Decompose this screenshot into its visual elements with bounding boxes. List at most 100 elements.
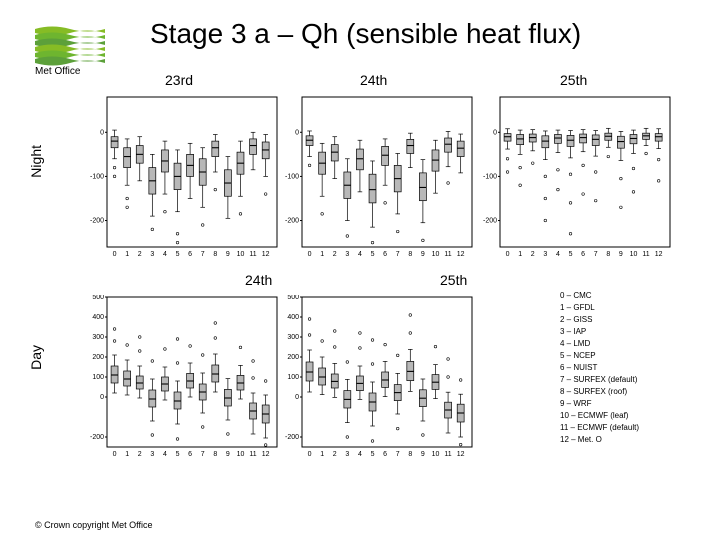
page-title: Stage 3 a – Qh (sensible heat flux) [150,18,581,50]
svg-text:7: 7 [201,251,205,258]
svg-text:-100: -100 [483,173,497,180]
svg-text:0: 0 [493,129,497,136]
svg-text:-200: -200 [483,218,497,225]
svg-text:6: 6 [188,451,192,458]
legend-item: 10 – ECMWF (leaf) [560,410,639,422]
svg-text:500: 500 [287,295,299,301]
svg-text:10: 10 [237,451,245,458]
svg-text:9: 9 [421,251,425,258]
svg-text:10: 10 [630,251,638,258]
svg-text:5: 5 [371,451,375,458]
svg-text:0: 0 [100,129,104,136]
legend-item: 4 – LMD [560,338,639,350]
svg-text:2: 2 [138,451,142,458]
svg-text:8: 8 [213,251,217,258]
svg-text:4: 4 [358,251,362,258]
svg-text:10: 10 [432,251,440,258]
svg-text:8: 8 [408,451,412,458]
col-label-1: 24th [360,72,387,88]
svg-text:12: 12 [262,451,270,458]
legend-item: 7 – SURFEX (default) [560,374,639,386]
svg-text:6: 6 [383,451,387,458]
svg-text:400: 400 [92,314,104,321]
chart-night-2: -200-10000123456789101112 [478,95,673,264]
svg-text:100: 100 [287,374,299,381]
svg-text:6: 6 [581,251,585,258]
svg-text:11: 11 [249,251,256,258]
svg-text:9: 9 [619,251,623,258]
svg-text:3: 3 [150,451,154,458]
svg-text:300: 300 [287,334,299,341]
col-label-2: 25th [560,72,587,88]
svg-text:8: 8 [606,251,610,258]
svg-text:2: 2 [333,251,337,258]
svg-text:10: 10 [432,451,440,458]
svg-text:11: 11 [249,451,256,458]
svg-text:2: 2 [138,251,142,258]
legend-item: 8 – SURFEX (roof) [560,386,639,398]
svg-text:3: 3 [543,251,547,258]
chart-night-0: -200-10000123456789101112 [85,95,280,264]
svg-text:0: 0 [113,451,117,458]
svg-text:4: 4 [163,451,167,458]
svg-text:8: 8 [408,251,412,258]
svg-text:9: 9 [421,451,425,458]
row-label-night: Night [28,145,44,178]
svg-text:5: 5 [371,251,375,258]
svg-text:-100: -100 [285,173,299,180]
svg-text:12: 12 [457,451,465,458]
svg-text:5: 5 [176,251,180,258]
legend-item: 3 – IAP [560,326,639,338]
svg-text:3: 3 [345,451,349,458]
svg-text:12: 12 [457,251,465,258]
copyright: © Crown copyright Met Office [35,520,153,530]
svg-text:200: 200 [92,354,104,361]
svg-text:0: 0 [308,451,312,458]
legend-item: 0 – CMC [560,290,639,302]
svg-text:1: 1 [320,451,324,458]
legend-item: 6 – NUIST [560,362,639,374]
svg-text:300: 300 [92,334,104,341]
svg-text:-200: -200 [90,434,104,441]
svg-text:7: 7 [396,451,400,458]
day-col-label-0: 24th [245,272,272,288]
svg-text:6: 6 [188,251,192,258]
svg-text:-100: -100 [90,173,104,180]
svg-text:-200: -200 [90,218,104,225]
svg-text:3: 3 [150,251,154,258]
legend-item: 12 – Met. O [560,434,639,446]
svg-text:0: 0 [295,394,299,401]
row-label-day: Day [28,345,44,370]
svg-text:0: 0 [100,394,104,401]
chart-day-0: -20001002003004005000123456789101112 [85,295,280,464]
svg-text:11: 11 [444,451,451,458]
svg-text:100: 100 [92,374,104,381]
legend-item: 11 – ECMWF (default) [560,422,639,434]
svg-text:1: 1 [320,251,324,258]
svg-text:7: 7 [201,451,205,458]
svg-text:12: 12 [262,251,270,258]
svg-text:0: 0 [308,251,312,258]
svg-text:400: 400 [287,314,299,321]
svg-text:2: 2 [531,251,535,258]
svg-text:1: 1 [518,251,522,258]
svg-text:5: 5 [569,251,573,258]
svg-text:5: 5 [176,451,180,458]
model-legend: 0 – CMC1 – GFDL2 – GISS3 – IAP4 – LMD5 –… [560,290,639,446]
svg-text:1: 1 [125,451,129,458]
svg-text:-200: -200 [285,218,299,225]
svg-text:4: 4 [358,451,362,458]
legend-item: 2 – GISS [560,314,639,326]
svg-text:11: 11 [444,251,451,258]
svg-text:11: 11 [642,251,649,258]
svg-text:0: 0 [295,129,299,136]
svg-text:0: 0 [113,251,117,258]
svg-text:1: 1 [125,251,129,258]
svg-text:6: 6 [383,251,387,258]
svg-text:3: 3 [345,251,349,258]
svg-text:7: 7 [594,251,598,258]
svg-text:4: 4 [556,251,560,258]
svg-text:200: 200 [287,354,299,361]
svg-text:500: 500 [92,295,104,301]
svg-text:9: 9 [226,251,230,258]
